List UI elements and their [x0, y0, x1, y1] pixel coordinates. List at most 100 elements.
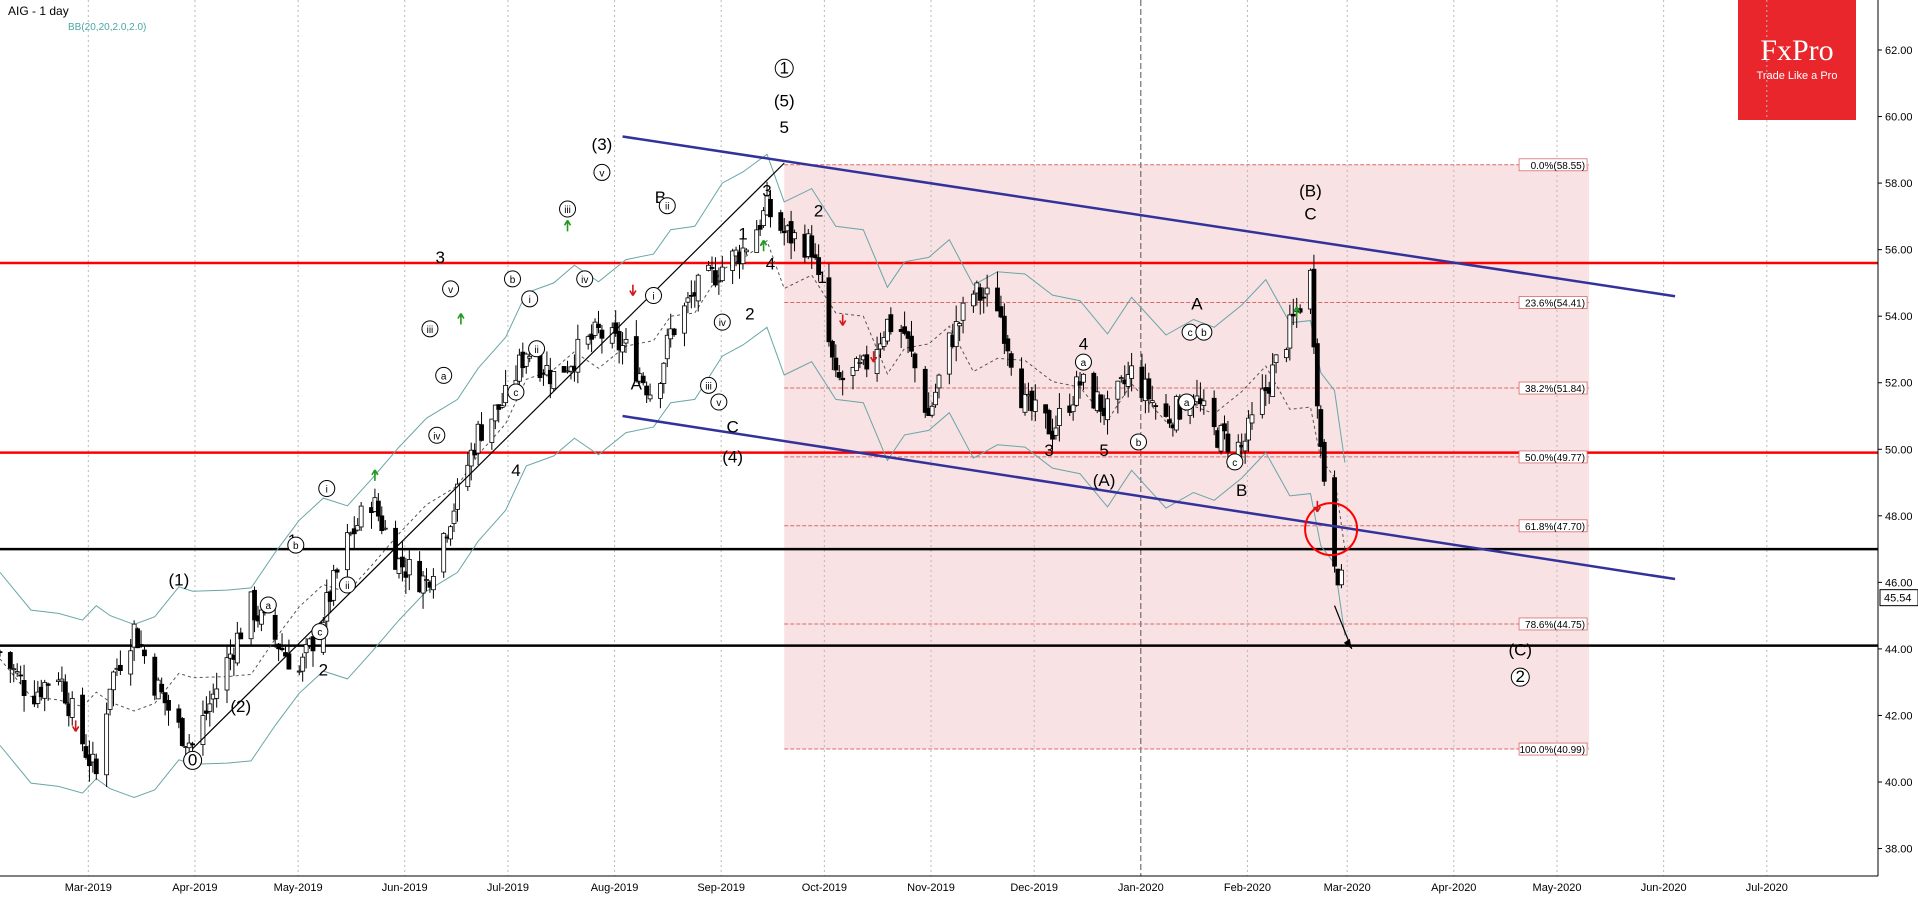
candle-body	[303, 644, 309, 654]
fib-label-box	[1518, 742, 1588, 756]
candle-body	[492, 404, 498, 422]
candle-body	[18, 674, 24, 677]
candle-body	[575, 338, 581, 373]
candle-body	[912, 353, 918, 369]
buy-signal-arrow	[1293, 306, 1301, 318]
candle-body	[1001, 315, 1007, 344]
candle-body	[468, 449, 474, 467]
candle-body	[83, 746, 89, 758]
minor-wave-circle	[1195, 323, 1213, 341]
candle-body	[1290, 313, 1296, 317]
candle-body	[238, 632, 244, 640]
candle-body	[1022, 394, 1028, 413]
wave-label: 1	[779, 58, 788, 77]
minor-wave-label: b	[510, 275, 516, 286]
candle-body	[633, 336, 639, 382]
minor-wave-label: c	[317, 628, 322, 639]
y-tick-label: 38.00	[1885, 844, 1913, 856]
minor-wave-label: iv	[433, 431, 440, 442]
wave-label: (2)	[230, 697, 251, 716]
indicator-label: BB(20,20,2.0,2.0)	[68, 22, 147, 33]
candle-body	[1222, 423, 1227, 432]
candle-body	[829, 340, 835, 358]
minor-wave-label: iv	[719, 318, 726, 329]
y-tick-label: 58.00	[1885, 178, 1913, 190]
candle-body	[489, 418, 495, 443]
minor-wave-circle	[1178, 393, 1196, 411]
candle-body	[276, 643, 282, 650]
x-tick-label: Mar-2019	[65, 882, 112, 894]
x-tick-label: Apr-2020	[1431, 882, 1476, 894]
minor-wave-circle	[521, 290, 539, 308]
x-tick-label: Feb-2020	[1224, 882, 1271, 894]
candle-body	[981, 296, 987, 299]
candle-body	[310, 636, 316, 652]
minor-wave-label: a	[1081, 358, 1087, 369]
candle-body	[957, 323, 963, 327]
x-tick-label: Jun-2020	[1641, 882, 1687, 894]
candle-body	[1005, 338, 1011, 352]
candle-body	[1287, 314, 1293, 349]
candle-body	[1211, 397, 1217, 428]
minor-wave-label: iv	[581, 275, 588, 286]
minor-wave-label: b	[1136, 438, 1142, 449]
fib-label-box	[1518, 519, 1588, 533]
candle-body	[234, 632, 240, 664]
buy-signal-arrow	[563, 219, 572, 232]
candle-body	[203, 710, 209, 714]
candle-body	[709, 267, 715, 269]
candle-body	[1318, 409, 1324, 447]
y-tick-label: 42.00	[1885, 710, 1913, 722]
wave-label: 1	[817, 268, 826, 287]
candle-body	[1098, 394, 1104, 412]
candle-body	[812, 254, 818, 259]
candle-body	[300, 656, 306, 672]
minor-wave-circle	[528, 340, 546, 358]
fib-level-label: 61.8%(47.70)	[1525, 522, 1585, 533]
candle-body	[902, 326, 908, 334]
minor-wave-circle	[442, 280, 460, 298]
candle-body	[984, 287, 990, 295]
buy-signal-arrow	[457, 313, 465, 325]
candle-body	[864, 354, 870, 370]
candle-body	[757, 225, 763, 230]
minor-wave-circle	[1226, 453, 1244, 471]
minor-wave-label: i	[326, 485, 328, 496]
candle-body	[176, 708, 182, 723]
uptrend-line	[192, 162, 785, 750]
candle-body	[162, 692, 168, 704]
channel-upper-line	[622, 135, 1676, 298]
candle-body	[816, 257, 822, 276]
fib-label-box	[1518, 617, 1588, 631]
wave-label: A	[631, 374, 643, 393]
candle-body	[977, 287, 983, 301]
candle-body	[840, 377, 846, 381]
wave-label: 1	[738, 225, 747, 244]
minor-wave-label: iii	[427, 325, 434, 336]
candle-body	[647, 394, 653, 400]
candle-body	[1125, 374, 1131, 387]
candle-body	[1270, 364, 1276, 397]
candle-body	[451, 510, 457, 524]
candle-body	[1032, 399, 1038, 412]
candle-body	[424, 579, 429, 581]
minor-wave-circle	[576, 270, 594, 288]
candle-body	[14, 671, 20, 674]
candle-body	[214, 688, 220, 699]
buy-signal-arrow	[371, 469, 379, 481]
candle-body	[809, 235, 815, 258]
candle-body	[224, 657, 230, 691]
x-tick-label: Mar-2020	[1324, 882, 1371, 894]
candle-body	[1053, 427, 1059, 436]
candle-body	[781, 230, 787, 234]
candle-body	[351, 528, 357, 535]
wave-label: C	[726, 418, 738, 437]
candle-body	[523, 353, 529, 367]
candle-body	[1091, 372, 1097, 409]
candle-body	[1167, 419, 1172, 424]
wave-label: 2	[1516, 667, 1525, 686]
x-tick-label: Oct-2019	[802, 882, 847, 894]
fib-label-box	[1518, 381, 1588, 395]
candle-body	[585, 336, 591, 345]
